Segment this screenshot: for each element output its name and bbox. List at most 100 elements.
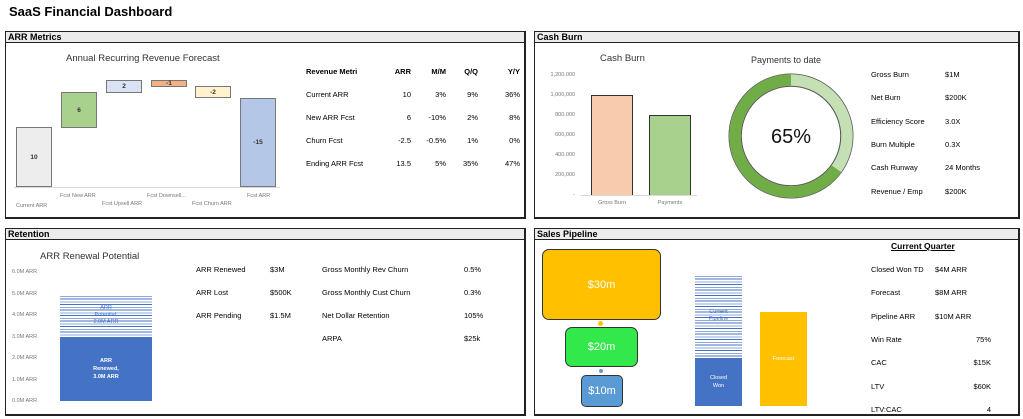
table-row-label: Current ARR <box>306 90 349 99</box>
donut-percent-label: 65% <box>770 126 812 148</box>
waterfall-value: -1 <box>166 80 172 87</box>
table-cell: 5% <box>435 159 446 168</box>
table-header-cell: Q/Q <box>464 67 478 76</box>
burn-metric-label: Efficiency Score <box>871 116 925 126</box>
arr-renewed-label: Renewed, <box>93 365 119 372</box>
cash-burn-bar <box>591 95 633 195</box>
table-row-label: Churn Fcst <box>306 136 343 145</box>
quarter-metric-value: $4M ARR <box>935 265 968 274</box>
table-cell: 35% <box>462 159 478 168</box>
burn-metric-label: Net Burn <box>871 93 901 103</box>
funnel-stage-10m: $10m <box>581 375 623 407</box>
current-quarter-title: Current Quarter <box>891 241 955 251</box>
table-cell: 8% <box>509 113 520 122</box>
burn-metric-value: $200K <box>945 93 967 103</box>
y-axis-tick: 800,000 <box>555 112 575 118</box>
retention-metric-label: ARR Lost <box>196 288 229 297</box>
x-axis-label: Payments <box>657 200 683 206</box>
quarter-metric-label: LTV <box>871 381 885 391</box>
y-axis-tick: 3.0M ARR <box>12 333 38 340</box>
quarter-metric-label: Pipeline ARR <box>871 311 916 321</box>
burn-metric-value: $1M <box>945 70 960 79</box>
x-axis-label: Gross Burn <box>598 200 626 206</box>
burn-metric-value: 3.0X <box>945 116 961 126</box>
payments-donut-title: Payments to date <box>751 55 822 65</box>
waterfall-bar-churn-arr: -2 <box>195 86 231 98</box>
waterfall-x-label: Fcst Upsell ARR <box>102 201 143 207</box>
waterfall-x-label: Fcst New ARR <box>60 193 96 199</box>
retention-metric-value: $1.5M <box>270 311 291 320</box>
waterfall-value: -2 <box>210 88 216 96</box>
retention-metric-value: $3M <box>270 265 285 274</box>
sales-pipeline-header: Sales Pipeline <box>535 229 1018 240</box>
table-cell: 1% <box>467 136 478 145</box>
table-cell: 13.5 <box>396 159 411 168</box>
closed-won-bar: Closed Won <box>695 358 742 406</box>
funnel-stage-label: $20m <box>587 341 616 353</box>
forecast-bar: Forecast <box>760 312 807 406</box>
quarter-metric-label: Closed Won TD <box>871 265 924 274</box>
table-cell: -2.5 <box>398 136 411 145</box>
table-header-cell: Y/Y <box>507 67 520 76</box>
retention-metric-label: ARPA <box>322 334 342 343</box>
retention-metric-value: 0.3% <box>464 288 482 297</box>
retention-metric-label: ARR Renewed <box>196 265 246 274</box>
waterfall-x-label: Current ARR <box>16 203 48 209</box>
burn-metric-label: Burn Multiple <box>871 139 915 149</box>
retention-metric-value: 105% <box>464 311 484 320</box>
y-axis-tick: 1,000,000 <box>550 92 575 98</box>
waterfall-bar-downsell-arr: -1 <box>151 80 187 87</box>
quarter-metric-label: Forecast <box>871 288 901 298</box>
closed-won-label: Closed <box>709 375 728 381</box>
retention-panel: Retention ARR Renewal Potential 6.0M ARR… <box>5 228 526 416</box>
arr-potential-label: Potential, <box>94 311 118 318</box>
arr-renewed-label: ARR <box>100 357 112 364</box>
waterfall-value: 6 <box>77 106 81 114</box>
donut-paid-segment <box>729 74 853 198</box>
waterfall-x-label: Fcst Downsell... <box>147 193 186 199</box>
funnel-stage-label: $10m <box>588 385 616 397</box>
burn-metric-label: Revenue / Emp <box>871 186 923 196</box>
arr-potential-label: 2.0M ARR <box>93 318 119 325</box>
quarter-metric-value: $10M ARR <box>935 311 972 321</box>
quarter-metric-label: CAC <box>871 358 887 368</box>
y-axis-tick: 5.0M ARR <box>12 290 38 297</box>
table-header-cell: M/M <box>431 67 446 76</box>
arr-potential-label: ARR <box>100 304 112 311</box>
closed-won-label: Won <box>712 383 725 389</box>
y-axis-tick: 200,000 <box>555 172 575 178</box>
waterfall-value: 2 <box>122 83 126 90</box>
waterfall-bar-fcst-arr: -15 <box>240 98 276 187</box>
x-axis-line <box>581 195 697 196</box>
waterfall-x-label: Fcst ARR <box>247 193 271 199</box>
arr-renewed-label: 3.0M ARR <box>93 373 119 380</box>
renewal-chart-title: ARR Renewal Potential <box>40 251 140 262</box>
burn-metric-value: $200K <box>945 186 967 196</box>
waterfall-value: -15 <box>253 139 263 146</box>
arr-renewed-bar: ARR Renewed, 3.0M ARR <box>60 336 152 401</box>
table-row-label: New ARR Fcst <box>306 113 355 122</box>
burn-metric-label: Cash Runway <box>871 163 918 173</box>
y-axis-tick: 4.0M ARR <box>12 312 38 318</box>
sales-pipeline-panel: Sales Pipeline $30m $20m $10m Closed Won C… <box>534 228 1020 416</box>
cash-burn-chart-title: Cash Burn <box>600 53 645 64</box>
waterfall-bar-current-arr: 10 <box>16 127 52 187</box>
retention-header: Retention <box>6 229 524 240</box>
cash-burn-bar <box>649 115 691 195</box>
arr-chart-title: Annual Recurring Revenue Forecast <box>66 53 220 64</box>
cash-burn-header: Cash Burn <box>535 32 1018 43</box>
burn-metric-value: 0.3X <box>945 139 961 149</box>
table-cell: -0.5% <box>426 136 446 145</box>
retention-metric-value: $25k <box>464 334 481 343</box>
current-pipeline-label: Current <box>709 309 728 315</box>
table-cell: 3% <box>435 90 446 99</box>
table-cell: 6 <box>406 113 411 122</box>
quarter-metric-label: Win Rate <box>871 334 902 344</box>
table-cell: -10% <box>428 113 446 122</box>
y-axis-tick: 1,200,000 <box>550 72 575 78</box>
table-cell: 9% <box>467 90 478 99</box>
retention-metric-value: $500K <box>270 288 292 297</box>
dashboard-title: SaaS Financial Dashboard <box>9 4 173 19</box>
waterfall-bar-new-arr: 6 <box>61 92 97 128</box>
waterfall-bar-upsell-arr: 2 <box>106 80 142 93</box>
